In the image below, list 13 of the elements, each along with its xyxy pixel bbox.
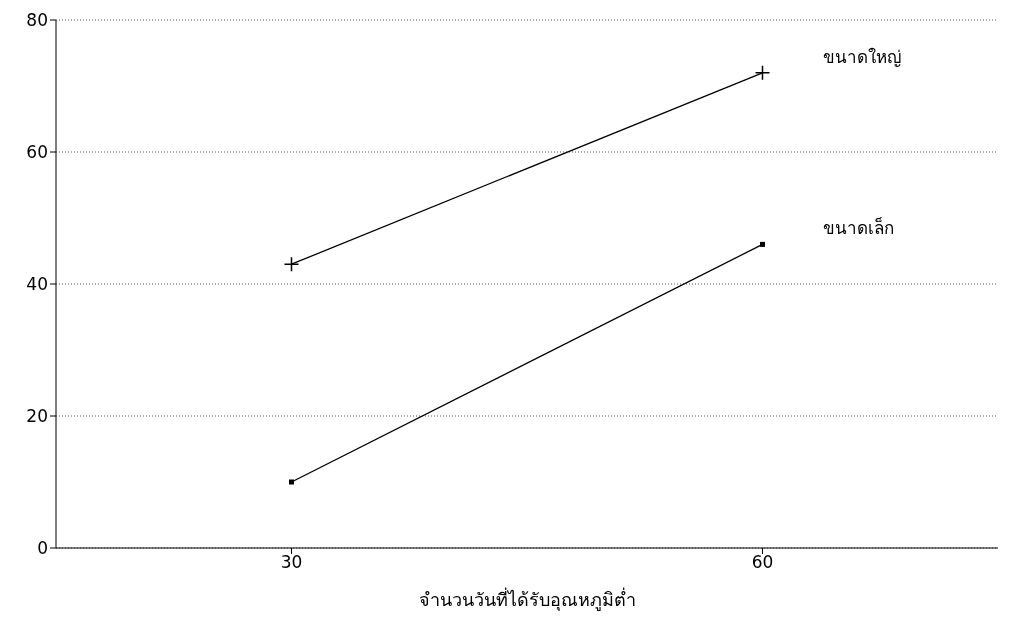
y-tick-label: 40 — [26, 274, 48, 295]
point — [289, 479, 294, 485]
y-tick-label: 60 — [26, 142, 48, 163]
y-tick-label: 80 — [26, 10, 48, 31]
point — [283, 256, 300, 272]
point — [760, 241, 765, 247]
x-tick-label: 30 — [280, 552, 303, 573]
x-axis-title: จำนวนวันที่ได้รับอุณหภูมิต่ำ — [418, 587, 636, 611]
text: ขนาดใหญ่ — [822, 46, 901, 67]
y-tick-label: 0 — [37, 538, 48, 559]
text: ขนาดเล็ก — [822, 217, 894, 239]
y-tick-label: 20 — [26, 406, 48, 427]
point — [754, 65, 771, 81]
